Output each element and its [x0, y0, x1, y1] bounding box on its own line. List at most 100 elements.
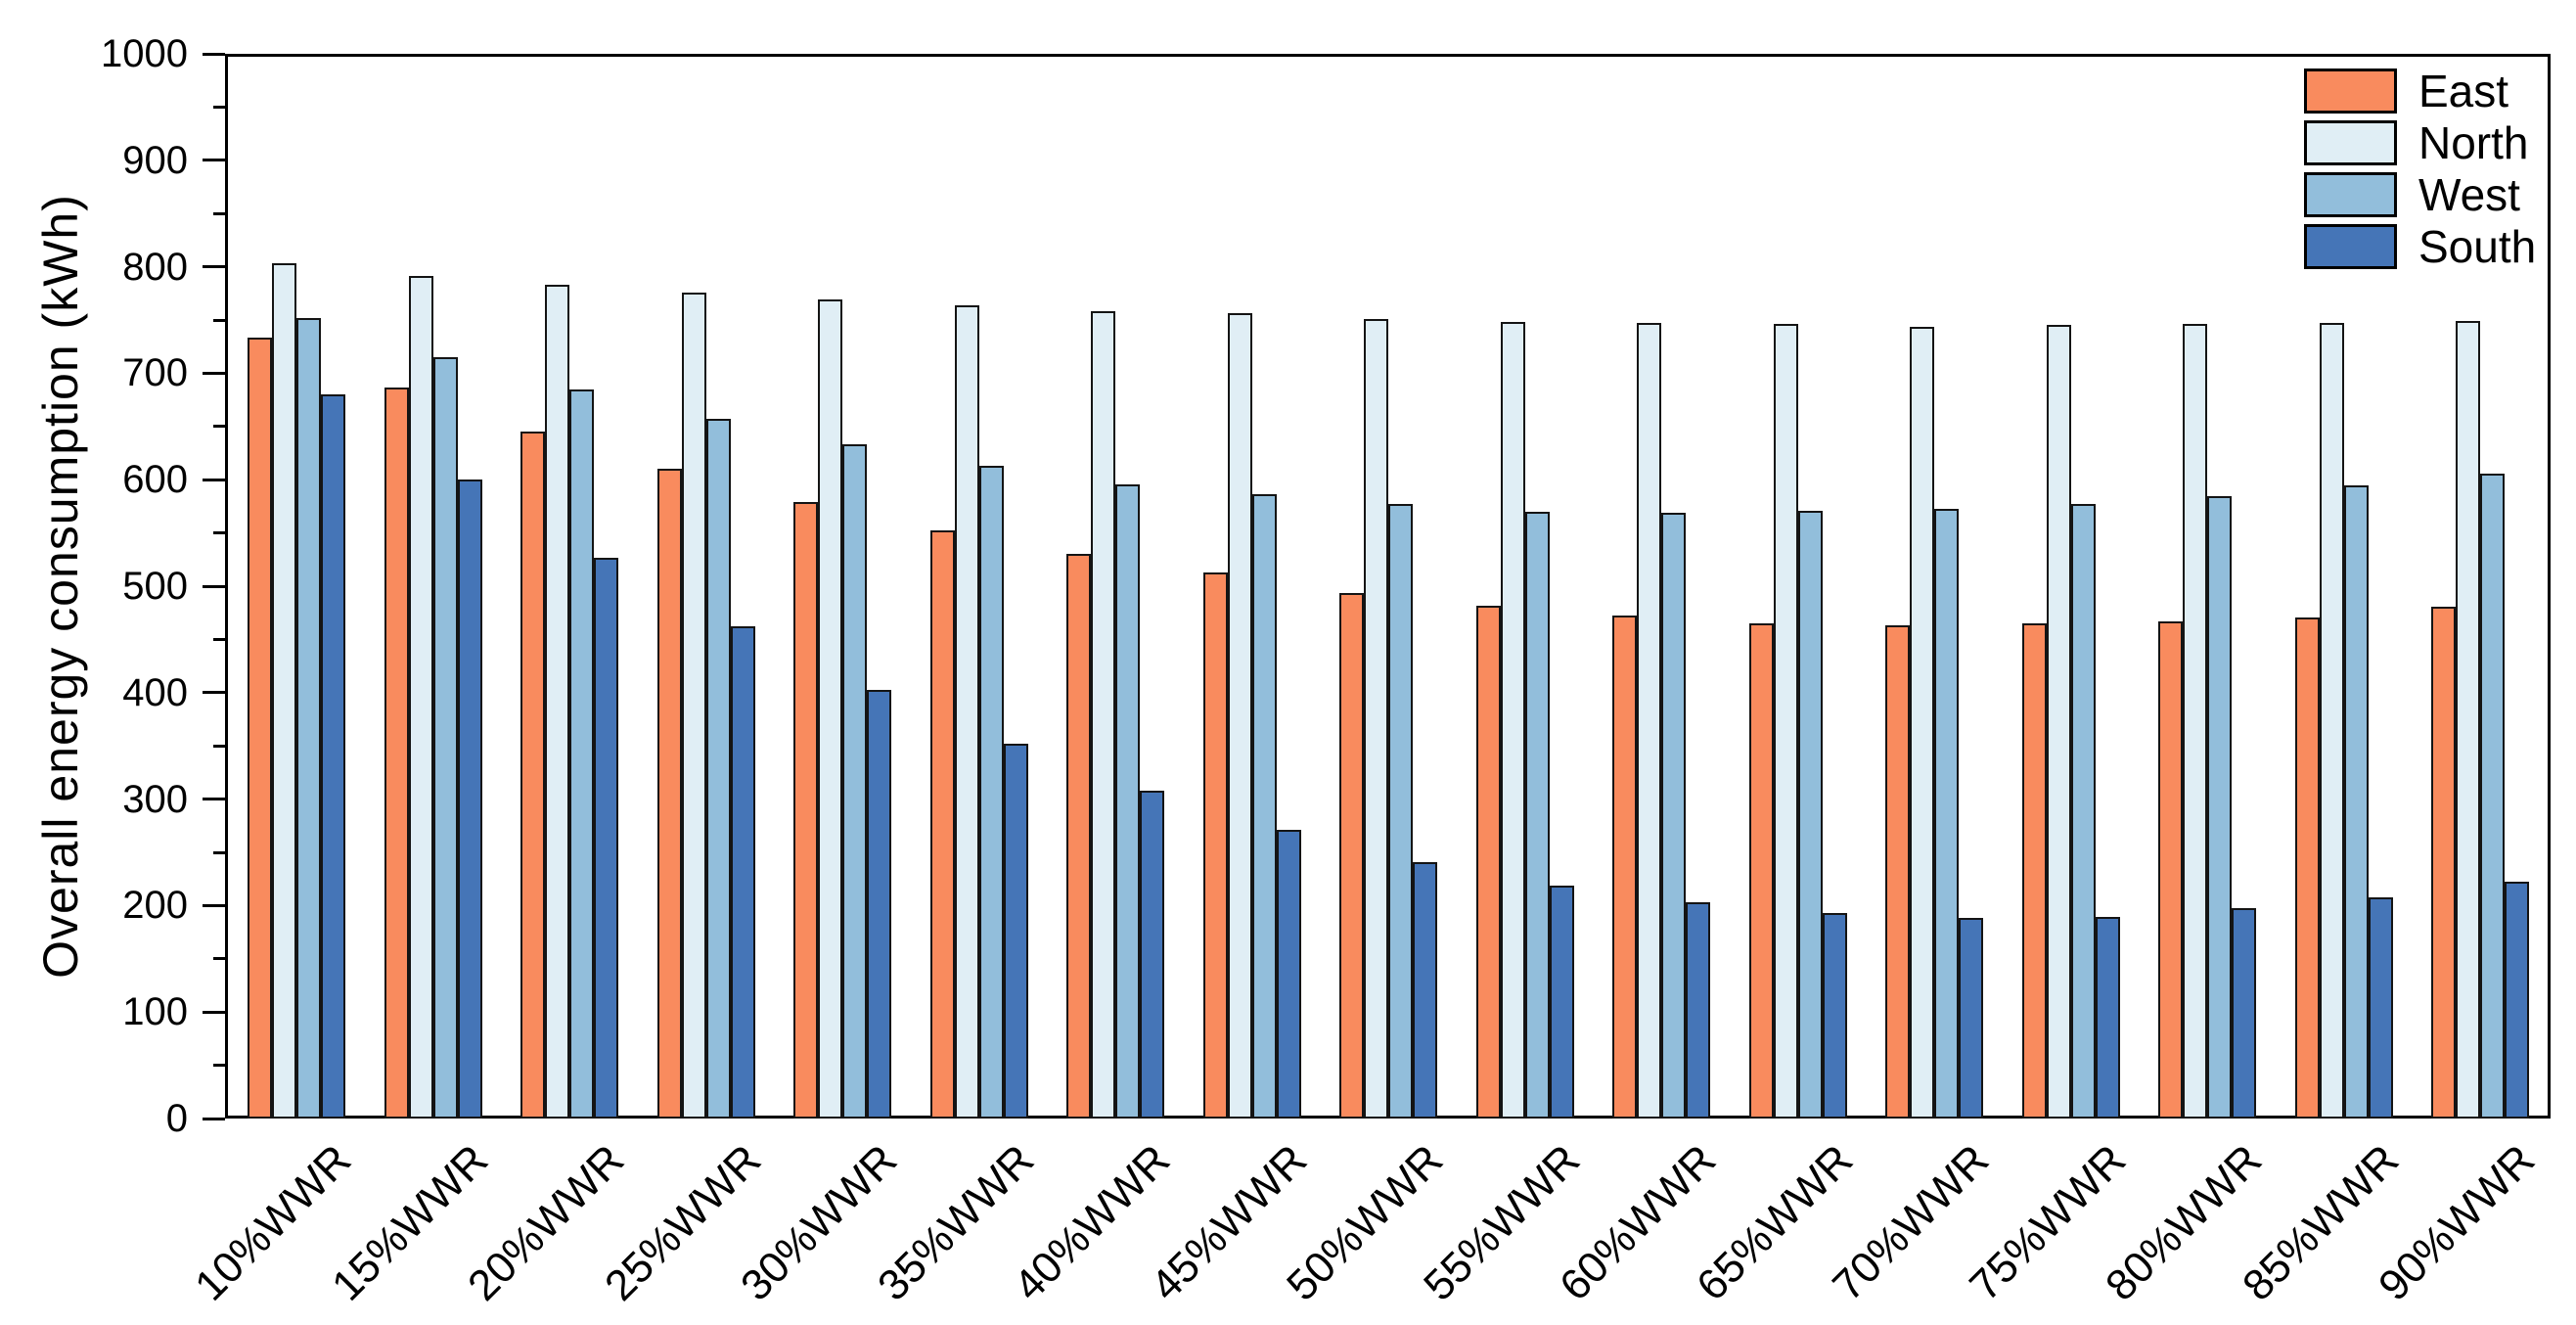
bar-south-35%WWR [1003, 744, 1028, 1119]
y-axis-minor-tick [213, 850, 225, 854]
bar-south-70%WWR [1959, 918, 1983, 1119]
y-axis-major-tick [203, 1010, 225, 1014]
bar-west-25%WWR [705, 419, 731, 1119]
bar-north-20%WWR [545, 285, 569, 1119]
y-axis-minor-tick [213, 957, 225, 961]
legend-swatch-east [2304, 68, 2397, 114]
bar-south-25%WWR [730, 626, 755, 1119]
bar-west-15%WWR [432, 357, 458, 1119]
legend: East North West South [2304, 65, 2536, 272]
bar-west-90%WWR [2480, 473, 2505, 1119]
bar-west-80%WWR [2207, 495, 2232, 1119]
bar-east-70%WWR [1885, 625, 1910, 1119]
bar-west-70%WWR [1934, 508, 1959, 1119]
y-axis-major-tick [203, 584, 225, 588]
y-axis-tick-label: 400 [122, 670, 188, 714]
bar-north-55%WWR [1500, 322, 1525, 1119]
bar-north-25%WWR [681, 292, 706, 1119]
bar-west-65%WWR [1797, 510, 1823, 1119]
y-axis-minor-tick [213, 637, 225, 641]
y-axis-tick-label: 800 [122, 245, 188, 289]
bar-west-35%WWR [978, 466, 1004, 1119]
bar-north-60%WWR [1637, 323, 1661, 1119]
bar-east-30%WWR [793, 502, 818, 1119]
bar-north-50%WWR [1364, 318, 1388, 1119]
bar-east-55%WWR [1475, 605, 1501, 1119]
y-axis-tick-label: 200 [122, 884, 188, 928]
legend-swatch-south [2304, 223, 2397, 269]
bar-south-20%WWR [594, 557, 618, 1119]
y-axis-minor-tick [213, 531, 225, 535]
bar-east-90%WWR [2431, 606, 2456, 1119]
bar-north-70%WWR [1910, 326, 1934, 1119]
bar-north-35%WWR [954, 304, 979, 1119]
bar-east-50%WWR [1339, 592, 1364, 1119]
y-axis-tick-label: 100 [122, 990, 188, 1034]
y-axis-minor-tick [213, 211, 225, 215]
bar-north-40%WWR [1091, 311, 1115, 1119]
y-axis-major-tick [203, 159, 225, 162]
bar-west-20%WWR [569, 388, 594, 1119]
y-axis-tick-label: 500 [122, 565, 188, 608]
bar-east-65%WWR [1748, 623, 1774, 1119]
y-axis-minor-tick [213, 744, 225, 748]
bar-east-60%WWR [1612, 616, 1637, 1119]
bar-east-25%WWR [656, 469, 682, 1119]
bar-south-50%WWR [1413, 861, 1437, 1119]
y-axis-major-tick [203, 798, 225, 801]
bar-south-90%WWR [2505, 882, 2529, 1119]
legend-swatch-north [2304, 119, 2397, 165]
y-axis-major-tick [203, 371, 225, 375]
bar-south-40%WWR [1140, 790, 1164, 1119]
legend-item-west: West [2304, 168, 2536, 220]
bar-south-65%WWR [1822, 913, 1847, 1119]
y-axis-tick-label: 0 [165, 1097, 188, 1140]
y-axis-tick-label: 900 [122, 138, 188, 182]
bar-west-30%WWR [842, 444, 867, 1119]
bar-west-85%WWR [2343, 484, 2369, 1119]
y-axis-major-tick [203, 691, 225, 695]
legend-item-south: South [2304, 220, 2536, 272]
bar-west-10%WWR [296, 317, 321, 1119]
bar-north-10%WWR [272, 263, 296, 1119]
bar-east-15%WWR [384, 387, 409, 1119]
y-axis-tick-label: 300 [122, 777, 188, 821]
bar-east-75%WWR [2021, 623, 2047, 1119]
bar-south-45%WWR [1276, 830, 1301, 1119]
y-axis-major-tick [203, 903, 225, 907]
bar-east-35%WWR [929, 530, 955, 1119]
bar-north-45%WWR [1227, 313, 1252, 1119]
bar-south-55%WWR [1549, 885, 1574, 1119]
bar-north-90%WWR [2456, 321, 2480, 1119]
bar-south-30%WWR [867, 689, 891, 1119]
bar-south-10%WWR [321, 394, 345, 1119]
bar-north-75%WWR [2046, 325, 2071, 1119]
bar-north-65%WWR [1773, 324, 1798, 1119]
y-axis-minor-tick [213, 425, 225, 429]
legend-label-south: South [2418, 220, 2537, 272]
bar-east-10%WWR [248, 338, 272, 1119]
bar-east-20%WWR [520, 432, 545, 1119]
bar-east-40%WWR [1066, 554, 1091, 1119]
y-axis-tick-label: 600 [122, 458, 188, 502]
y-axis-minor-tick [213, 1064, 225, 1068]
y-axis-major-tick [203, 265, 225, 269]
legend-label-west: West [2418, 168, 2520, 220]
legend-label-north: North [2418, 116, 2529, 168]
bar-west-60%WWR [1661, 512, 1686, 1119]
bar-west-55%WWR [1524, 511, 1550, 1119]
legend-item-north: North [2304, 116, 2536, 168]
bar-east-80%WWR [2158, 620, 2183, 1119]
bar-west-45%WWR [1251, 494, 1277, 1119]
y-axis-major-tick [203, 1117, 225, 1120]
bar-east-45%WWR [1202, 571, 1228, 1119]
bar-south-80%WWR [2232, 907, 2256, 1119]
y-axis-major-tick [203, 52, 225, 56]
legend-swatch-west [2304, 171, 2397, 217]
bar-north-80%WWR [2183, 324, 2207, 1119]
legend-item-east: East [2304, 65, 2536, 116]
bar-north-15%WWR [408, 276, 433, 1119]
bar-north-85%WWR [2319, 323, 2344, 1119]
y-axis-major-tick [203, 478, 225, 481]
